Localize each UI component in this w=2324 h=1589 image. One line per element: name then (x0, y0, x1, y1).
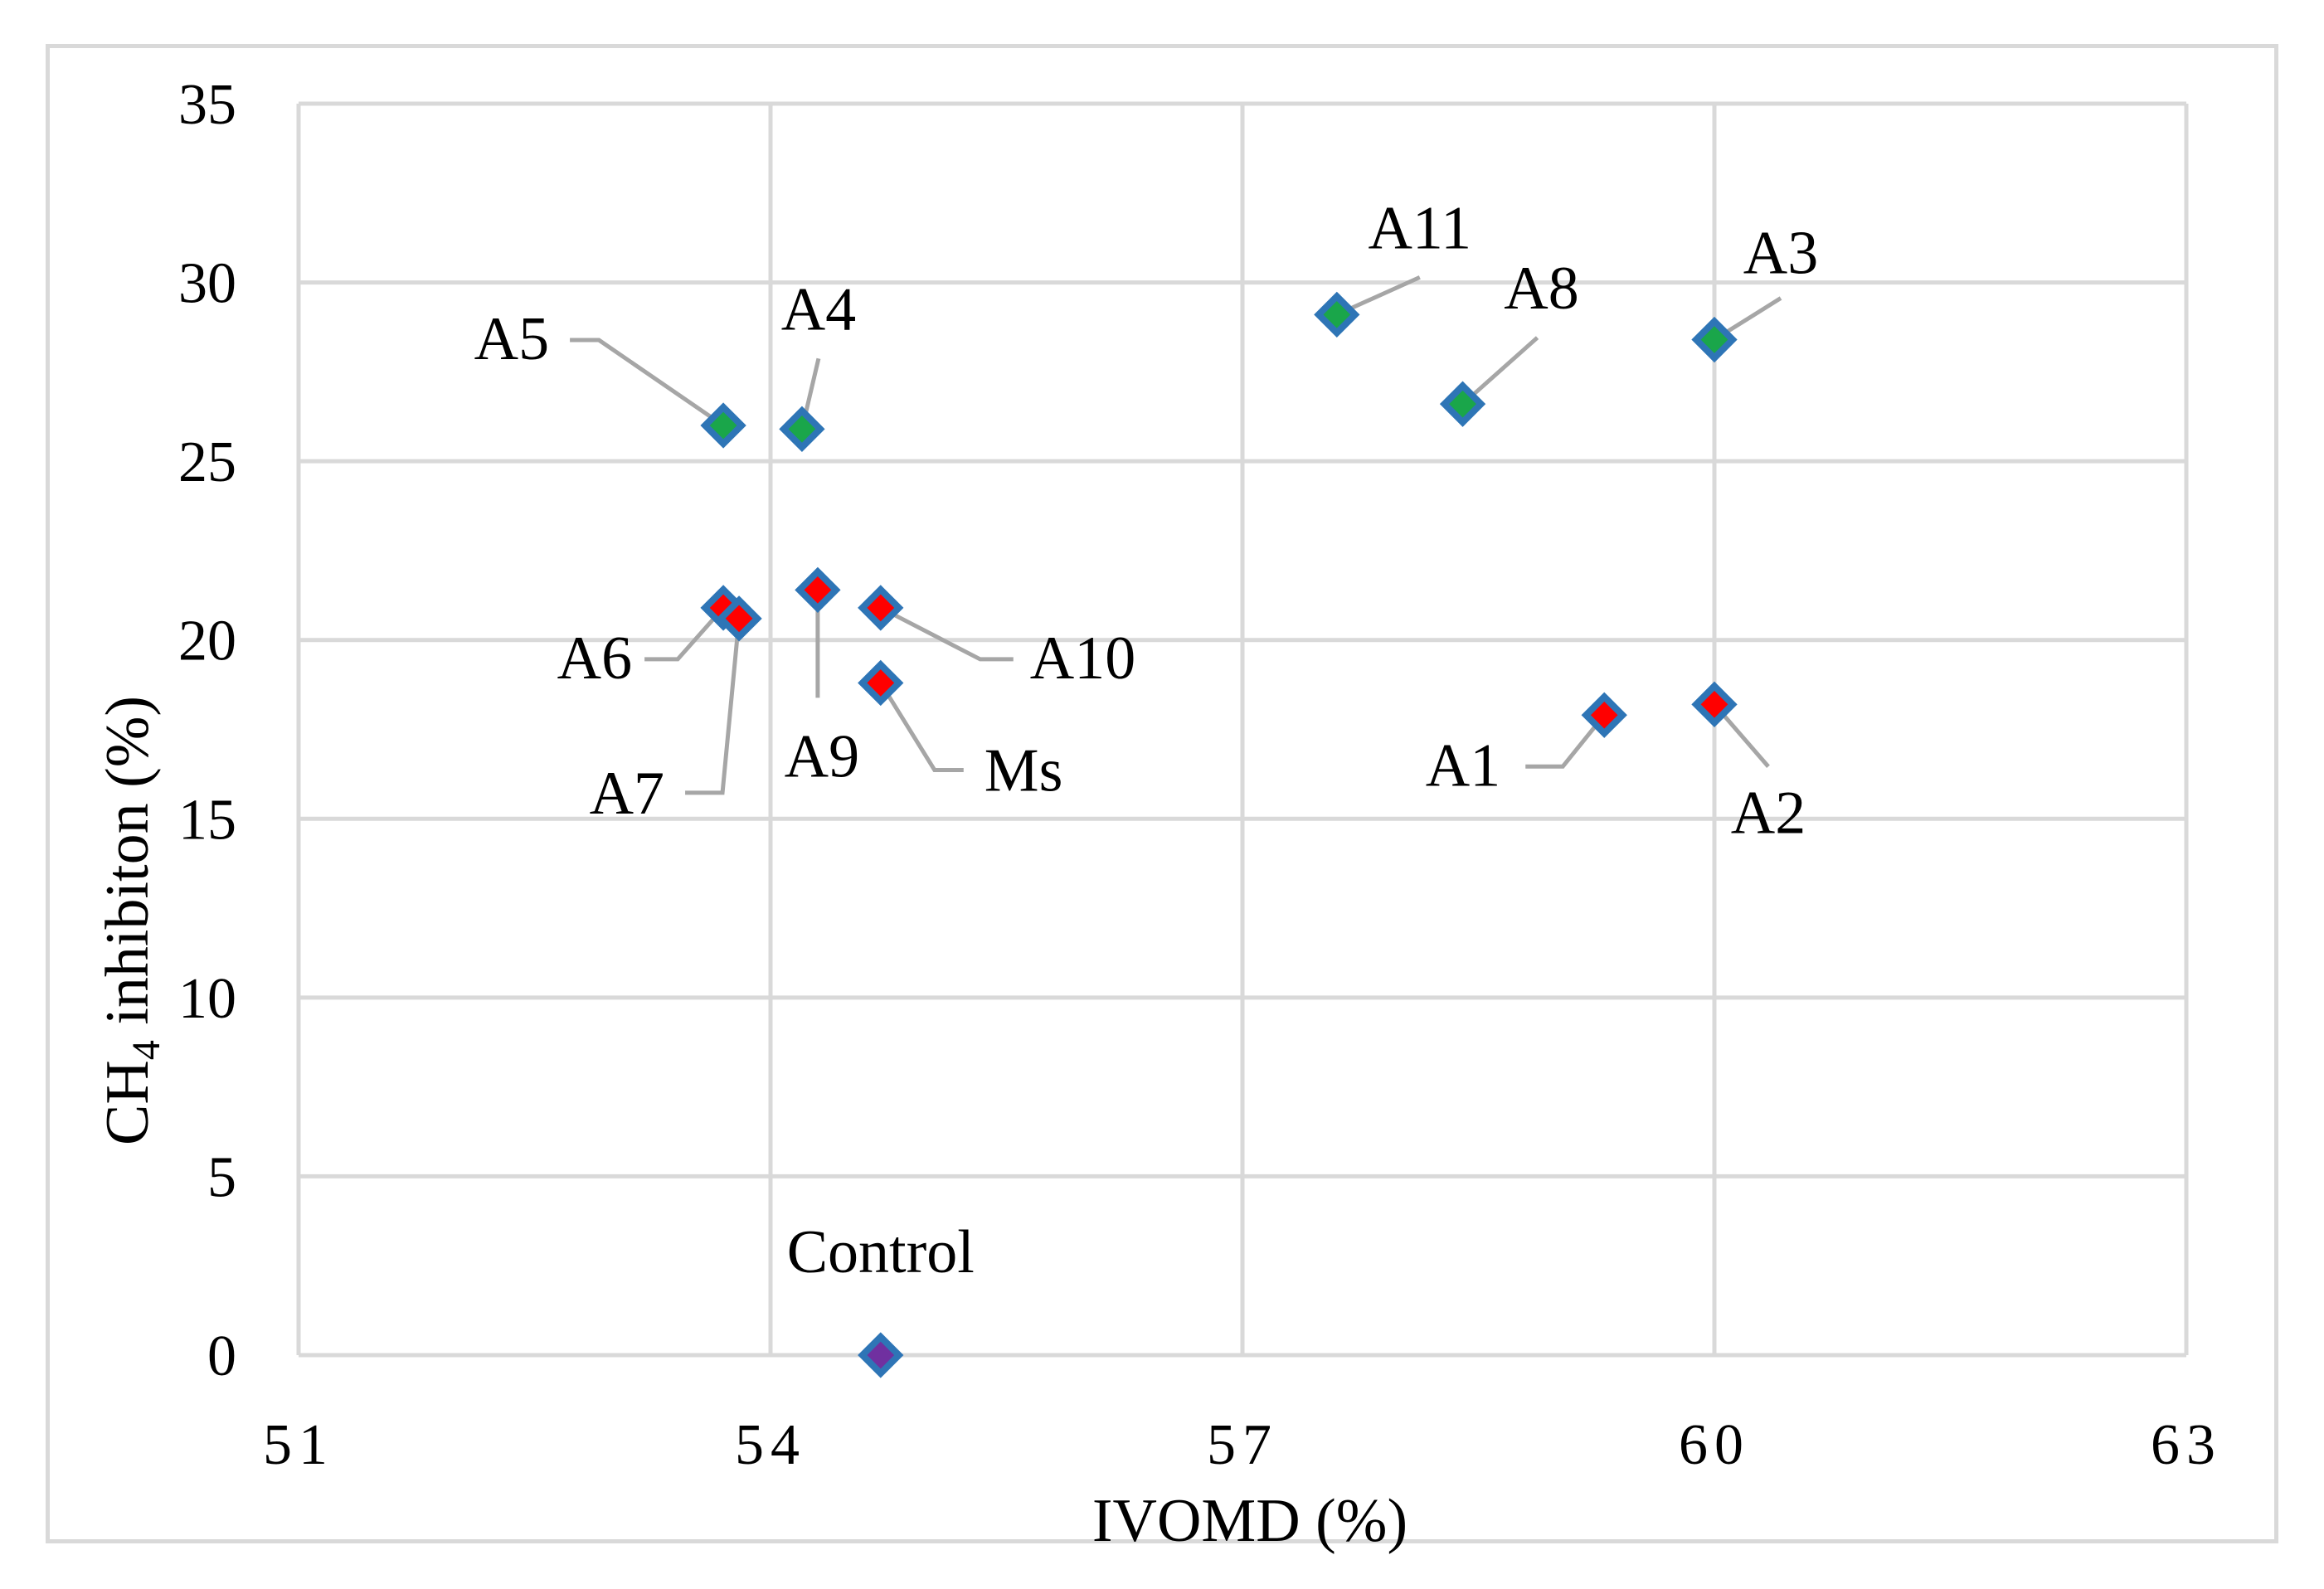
data-point (1691, 681, 1738, 727)
data-point (779, 406, 825, 452)
label-leader-lines (570, 275, 1782, 795)
data-label: A3 (1743, 220, 1818, 288)
x-axis-title: IVOMD (%) (1092, 1487, 1408, 1555)
data-point (716, 595, 762, 642)
data-label: A5 (474, 305, 549, 373)
x-tick-label: 57 (1207, 1413, 1278, 1477)
data-label: Control (787, 1218, 975, 1286)
data-point (1691, 316, 1738, 363)
x-tick-label: 60 (1679, 1413, 1750, 1477)
data-point (858, 1332, 904, 1378)
data-point (1314, 291, 1360, 338)
data-label: A11 (1368, 194, 1471, 262)
y-tick-label: 5 (207, 1145, 236, 1209)
data-point (858, 585, 904, 631)
y-tick-labels: 0 5 10 15 20 25 30 35 (178, 73, 236, 1388)
y-tick-label: 0 (207, 1324, 236, 1388)
y-tick-label: 35 (178, 73, 236, 137)
y-tick-label: 20 (178, 610, 236, 673)
data-label: A7 (590, 760, 664, 828)
leader-line (570, 338, 725, 428)
leader-line (644, 606, 725, 662)
leader-line (1525, 713, 1607, 769)
data-point (1581, 692, 1627, 738)
leader-line (879, 605, 1014, 662)
data-label: A1 (1426, 731, 1500, 799)
y-tick-label: 15 (178, 788, 236, 852)
grid-lines (296, 101, 2189, 1358)
data-label: A10 (1030, 624, 1135, 692)
leader-line (878, 682, 964, 772)
data-label: A6 (557, 624, 632, 692)
y-tick-label: 30 (178, 252, 236, 316)
point-labels: A1 A2 A3 A4 A5 A6 A7 A8 A9 A10 A11 Ms Control (474, 194, 1819, 1286)
data-label: A2 (1731, 779, 1806, 847)
data-points (700, 291, 1738, 1378)
x-tick-label: 54 (735, 1413, 806, 1477)
leader-line (1461, 336, 1539, 406)
data-label: A9 (785, 722, 859, 790)
y-tick-label: 25 (178, 430, 236, 494)
chart-frame (46, 44, 2278, 1543)
x-tick-label: 51 (263, 1413, 334, 1477)
y-axis-title-rest: inhibiton (%) (94, 696, 162, 1040)
data-label: A4 (781, 275, 856, 343)
data-label: A8 (1504, 255, 1578, 323)
leader-line (685, 618, 741, 795)
y-axis-title: CH4 inhibiton (%) (94, 696, 168, 1145)
data-label: Ms (985, 736, 1063, 804)
data-point (700, 402, 746, 449)
x-tick-labels: 51 54 57 60 63 (263, 1413, 2222, 1477)
y-axis-title-subscript: 4 (124, 1040, 168, 1060)
y-tick-label: 10 (178, 967, 236, 1031)
data-point (1439, 381, 1486, 427)
x-tick-label: 63 (2151, 1413, 2222, 1477)
data-point (795, 566, 841, 614)
data-point (858, 659, 904, 707)
y-axis-title-main: CH (94, 1060, 162, 1145)
